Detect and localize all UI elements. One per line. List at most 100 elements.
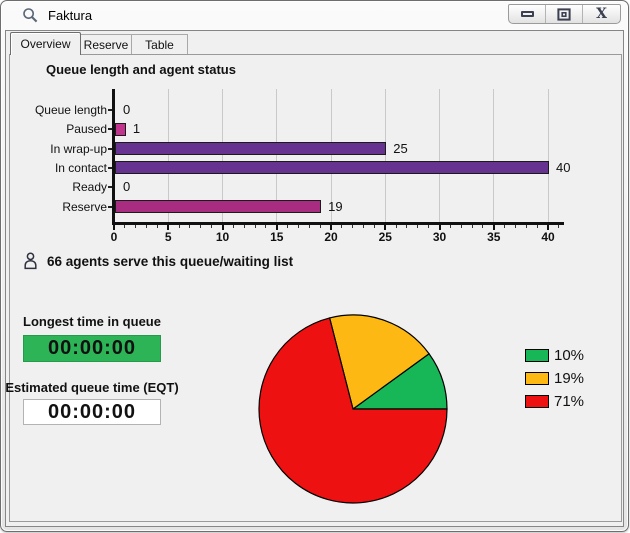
bar-chart-y-axis [112, 89, 115, 225]
x-axis-tick [113, 225, 115, 230]
x-axis-minor-tick [308, 225, 310, 228]
tab-reserve[interactable]: Reserve [81, 34, 132, 55]
x-axis-minor-tick [395, 225, 397, 228]
x-axis-tick-label: 20 [324, 230, 338, 244]
legend-label: 19% [554, 370, 585, 387]
close-button[interactable]: X [583, 5, 620, 23]
x-axis-minor-tick [297, 225, 299, 228]
x-axis-minor-tick [417, 225, 419, 228]
gridline [384, 89, 386, 222]
legend-swatch [525, 372, 549, 385]
x-axis-tick [547, 225, 549, 230]
x-axis-minor-tick [373, 225, 375, 228]
minimize-icon [520, 11, 534, 17]
x-axis-minor-tick [363, 225, 365, 228]
bar-paused [115, 122, 126, 136]
bar-value-label: 40 [556, 159, 571, 175]
overview-tab-page: Queue length and agent status Queue leng… [5, 54, 622, 522]
x-axis-tick [275, 225, 278, 230]
x-axis-minor-tick [428, 225, 430, 228]
x-axis-minor-tick [406, 225, 408, 228]
bar-reserve [115, 200, 322, 214]
x-axis-minor-tick [232, 225, 234, 228]
x-axis-minor-tick [319, 225, 321, 228]
legend-label: 10% [554, 347, 585, 364]
gridline [493, 89, 495, 222]
bar-value-label: 25 [393, 140, 408, 156]
x-axis-tick-label: 5 [164, 230, 172, 244]
bar-in-wrap-up [115, 142, 387, 156]
minimize-button[interactable] [509, 5, 546, 23]
x-axis-tick-label: 15 [270, 230, 284, 244]
magnifier-icon [23, 8, 38, 23]
legend-item: 10% [525, 347, 584, 364]
window-content: Overview Reserve Table Queue length and … [5, 30, 624, 527]
category-tick [108, 166, 112, 169]
tab-table[interactable]: Table [132, 34, 188, 55]
title-bar[interactable]: Faktura X [1, 1, 628, 30]
x-axis-minor-tick [482, 225, 484, 228]
x-axis-tick [221, 225, 224, 230]
category-label: Ready [72, 180, 107, 195]
category-label: In wrap-up [50, 141, 107, 156]
legend-item: 19% [525, 370, 584, 387]
x-axis-minor-tick [200, 225, 202, 228]
gridline [222, 89, 223, 222]
longest-time-label: Longest time in queue [23, 314, 161, 329]
legend-swatch [525, 395, 549, 408]
category-label: Reserve [62, 199, 107, 214]
category-label: Paused [66, 122, 107, 137]
category-label: In contact [54, 160, 107, 175]
x-axis-tick-label: 10 [215, 230, 230, 244]
x-axis-tick-label: 35 [487, 230, 501, 244]
legend-item: 71% [525, 393, 584, 410]
x-axis-minor-tick [449, 225, 451, 228]
x-axis-minor-tick [243, 225, 245, 228]
legend-label: 71% [554, 393, 585, 410]
category-tick [108, 186, 112, 189]
close-icon: X [596, 6, 607, 22]
x-axis-tick-label: 30 [432, 230, 447, 244]
x-axis-minor-tick [189, 225, 191, 228]
pie-slice-71% [258, 317, 448, 504]
x-axis-tick-label: 25 [378, 230, 392, 244]
x-axis-minor-tick [341, 225, 343, 228]
agents-summary: 66 agents serve this queue/waiting list [23, 252, 293, 270]
category-tick [108, 109, 112, 111]
bar-value-label: 0 [123, 102, 131, 117]
bar-chart-title: Queue length and agent status [46, 62, 236, 77]
x-axis-tick [384, 225, 387, 230]
person-icon [24, 252, 37, 270]
x-axis-tick [167, 225, 170, 230]
agents-note: 66 agents serve this queue/waiting list [47, 253, 294, 269]
x-axis-tick [438, 225, 441, 230]
x-axis-minor-tick [287, 225, 289, 228]
x-axis-minor-tick [460, 225, 462, 228]
gridline [276, 89, 278, 222]
x-axis-minor-tick [525, 225, 527, 228]
x-axis-minor-tick [178, 225, 180, 228]
x-axis-tick [492, 225, 495, 230]
restore-button[interactable] [546, 5, 583, 23]
bar-value-label: 0 [123, 179, 131, 195]
pie-slice-19% [328, 314, 430, 411]
legend-swatch [525, 349, 549, 362]
x-axis-minor-tick [135, 225, 137, 228]
pie-chart [258, 314, 448, 504]
bar-value-label: 1 [132, 121, 141, 137]
x-axis-minor-tick [504, 225, 506, 228]
x-axis-minor-tick [254, 225, 256, 228]
bar-chart-x-axis [112, 222, 564, 225]
tab-overview[interactable]: Overview [10, 32, 81, 55]
eqt-display: 00:00:00 [23, 399, 161, 425]
gridline [439, 89, 440, 222]
x-axis-minor-tick [471, 225, 473, 228]
longest-time-display: 00:00:00 [23, 335, 161, 362]
restore-icon [557, 7, 571, 21]
x-axis-minor-tick [536, 225, 538, 228]
x-axis-minor-tick [211, 225, 213, 228]
x-axis-minor-tick [352, 225, 354, 228]
longest-time-value: 00:00:00 [47, 337, 137, 359]
gridline [547, 89, 549, 222]
